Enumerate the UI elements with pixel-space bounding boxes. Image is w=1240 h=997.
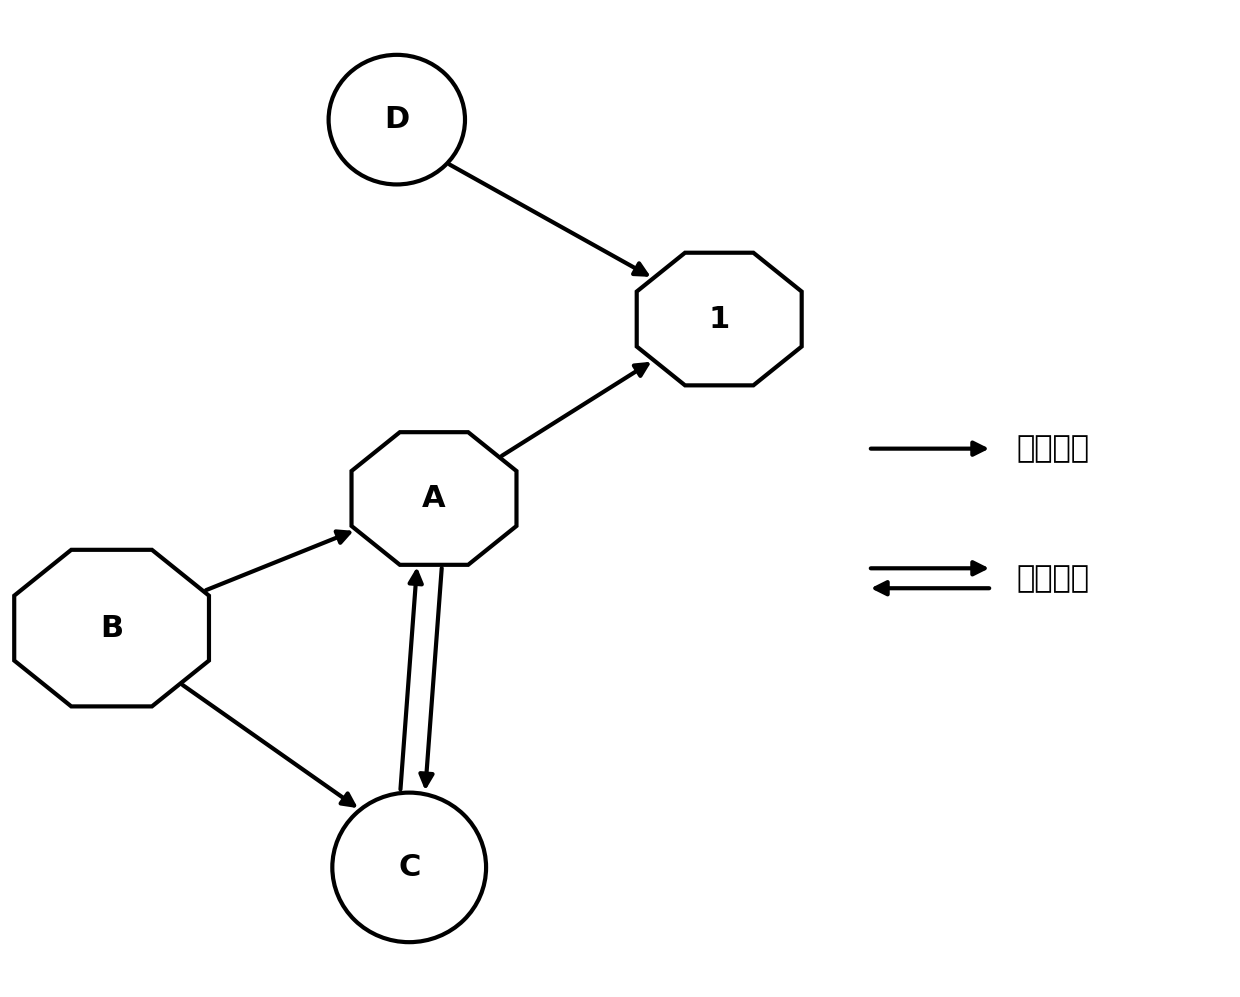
Ellipse shape <box>332 793 486 942</box>
Text: C: C <box>398 852 420 882</box>
Polygon shape <box>636 252 802 386</box>
Text: 最优路径: 最优路径 <box>1017 563 1090 593</box>
Ellipse shape <box>329 55 465 184</box>
Text: D: D <box>384 105 409 135</box>
Text: B: B <box>100 613 123 643</box>
Text: A: A <box>422 484 446 513</box>
Polygon shape <box>14 549 210 707</box>
Text: 1: 1 <box>708 304 730 334</box>
Polygon shape <box>351 432 517 565</box>
Text: 最优路径: 最优路径 <box>1017 434 1090 464</box>
